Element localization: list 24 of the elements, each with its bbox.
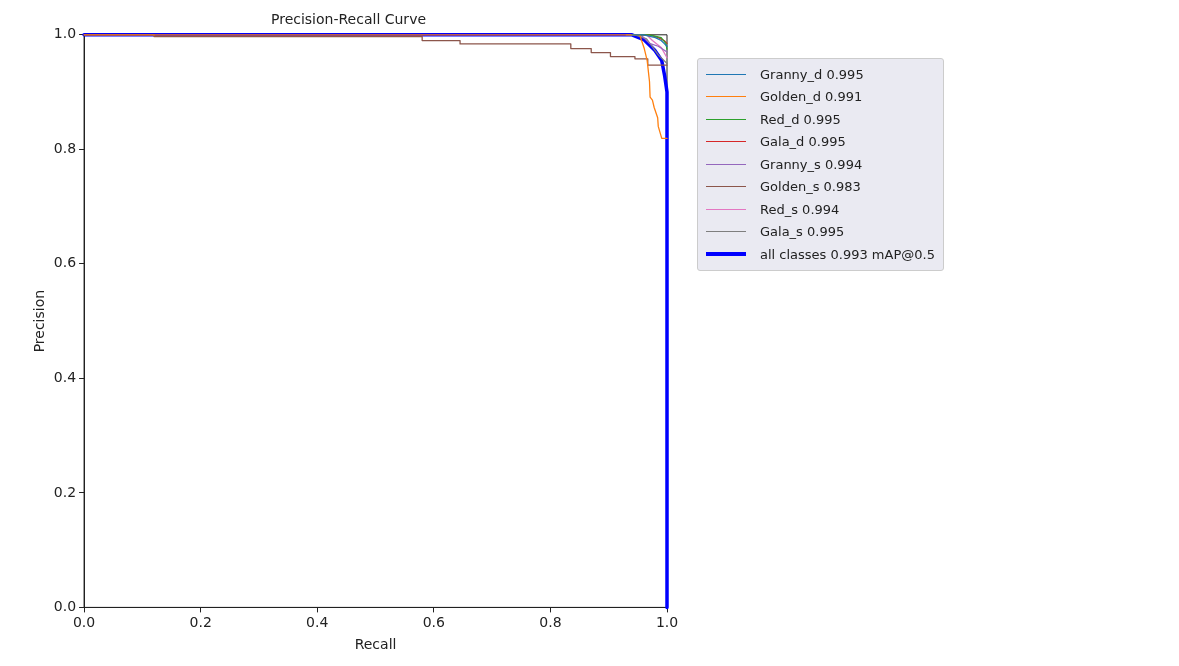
legend-label: Granny_d 0.995	[760, 66, 864, 82]
legend-label: Gala_d 0.995	[760, 134, 846, 150]
y-tick-label: 0.6	[53, 254, 77, 271]
x-tick-label: 0.8	[539, 614, 562, 631]
y-tick-label: 0.0	[53, 598, 77, 615]
x-tick-label: 1.0	[655, 614, 679, 631]
legend-label: all classes 0.993 mAP@0.5	[760, 246, 935, 262]
y-tick-label: 0.8	[53, 139, 77, 156]
legend-label: Granny_s 0.994	[760, 156, 863, 172]
legend-label: Red_s 0.994	[760, 201, 840, 217]
y-tick-label: 0.4	[53, 369, 77, 385]
y-tick-label: 0.2	[53, 483, 77, 500]
y-tick-label: 1.0	[53, 25, 77, 42]
y-axis-title: Precision	[31, 289, 48, 353]
x-tick-label: 0.2	[189, 614, 212, 631]
x-axis-title: Recall	[354, 636, 397, 653]
legend-label: Golden_s 0.983	[760, 179, 861, 195]
x-tick-label: 0.4	[306, 614, 329, 631]
legend-label: Gala_s 0.995	[760, 224, 845, 240]
legend-label: Golden_d 0.991	[760, 89, 863, 105]
chart-title: Precision-Recall Curve	[270, 11, 427, 28]
legend-label: Red_d 0.995	[760, 111, 841, 127]
x-tick-label: 0.6	[422, 614, 446, 631]
x-tick-label: 0.0	[72, 614, 96, 631]
